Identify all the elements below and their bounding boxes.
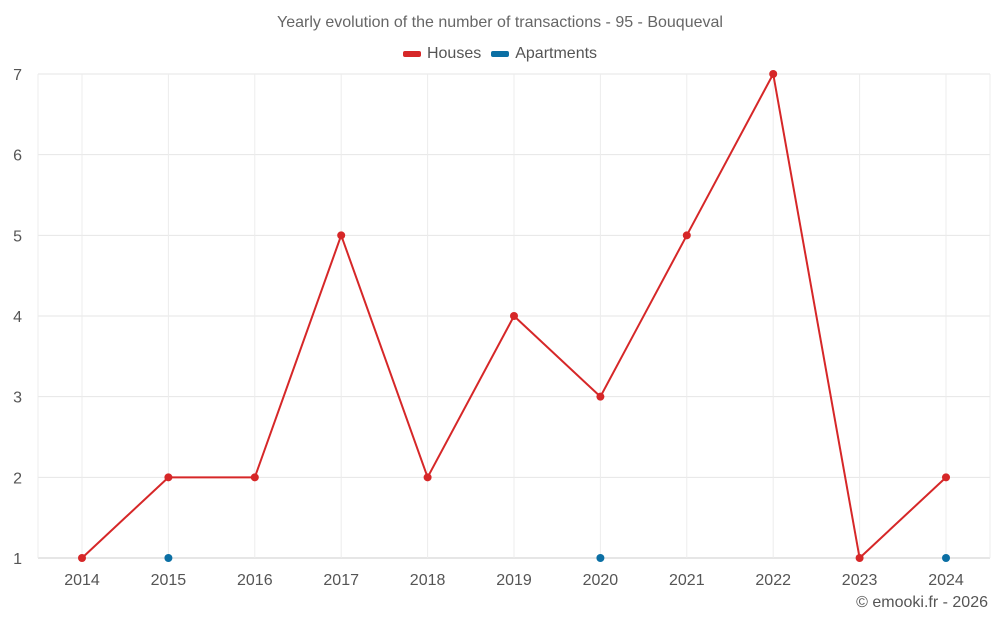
y-tick-label: 6 [13, 148, 22, 165]
y-tick-label: 3 [13, 390, 22, 407]
y-tick-label: 7 [13, 67, 22, 84]
data-point-houses [942, 473, 950, 482]
series-line-houses [685, 73, 775, 236]
series-line-houses [253, 234, 343, 478]
legend-label-apartments: Apartments [515, 45, 598, 62]
data-point-apartments [596, 554, 605, 562]
x-tick-label: 2019 [496, 572, 532, 589]
legend-item-houses[interactable]: Houses [402, 45, 482, 63]
x-tick-label: 2021 [669, 572, 705, 589]
legend-swatch-apartments [491, 51, 510, 57]
series-line-houses [858, 476, 947, 559]
x-tick-label: 2014 [64, 572, 100, 589]
series-line-houses [340, 234, 429, 478]
x-tick-label: 2017 [323, 572, 359, 589]
data-point-apartments [942, 554, 950, 562]
x-tick-label: 2018 [410, 572, 446, 589]
y-tick-label: 4 [13, 309, 22, 326]
x-tick-label: 2020 [583, 572, 619, 589]
credit-text: © emooki.fr - 2026 [856, 594, 988, 611]
y-tick-label: 5 [13, 228, 22, 245]
series-line-houses [599, 234, 688, 398]
legend-label-houses: Houses [426, 45, 482, 62]
data-point-houses [423, 473, 432, 482]
legend: Houses Apartments [0, 45, 1000, 63]
x-tick-label: 2024 [928, 572, 964, 589]
data-point-houses [769, 70, 778, 78]
data-point-houses [596, 392, 605, 401]
x-tick-label: 2015 [151, 572, 187, 589]
legend-item-apartments[interactable]: Apartments [491, 45, 597, 63]
x-tick-label: 2016 [237, 572, 273, 589]
series-line-houses [426, 315, 515, 478]
data-point-houses [250, 473, 259, 482]
data-point-houses [510, 312, 518, 320]
series-line-houses [513, 315, 602, 398]
x-tick-label: 2023 [842, 572, 878, 589]
series-line-houses [772, 73, 861, 559]
x-tick-label: 2022 [755, 572, 791, 589]
data-point-apartments [164, 554, 173, 562]
series-line-houses [81, 476, 170, 559]
data-point-houses [78, 554, 86, 562]
chart-title: Yearly evolution of the number of transa… [277, 14, 723, 31]
y-tick-label: 2 [13, 470, 22, 487]
data-point-houses [855, 554, 864, 562]
data-point-houses [164, 473, 173, 482]
data-point-houses [682, 231, 691, 240]
y-tick-label: 1 [13, 551, 22, 568]
legend-swatch-houses [402, 51, 421, 57]
data-point-houses [337, 231, 346, 240]
